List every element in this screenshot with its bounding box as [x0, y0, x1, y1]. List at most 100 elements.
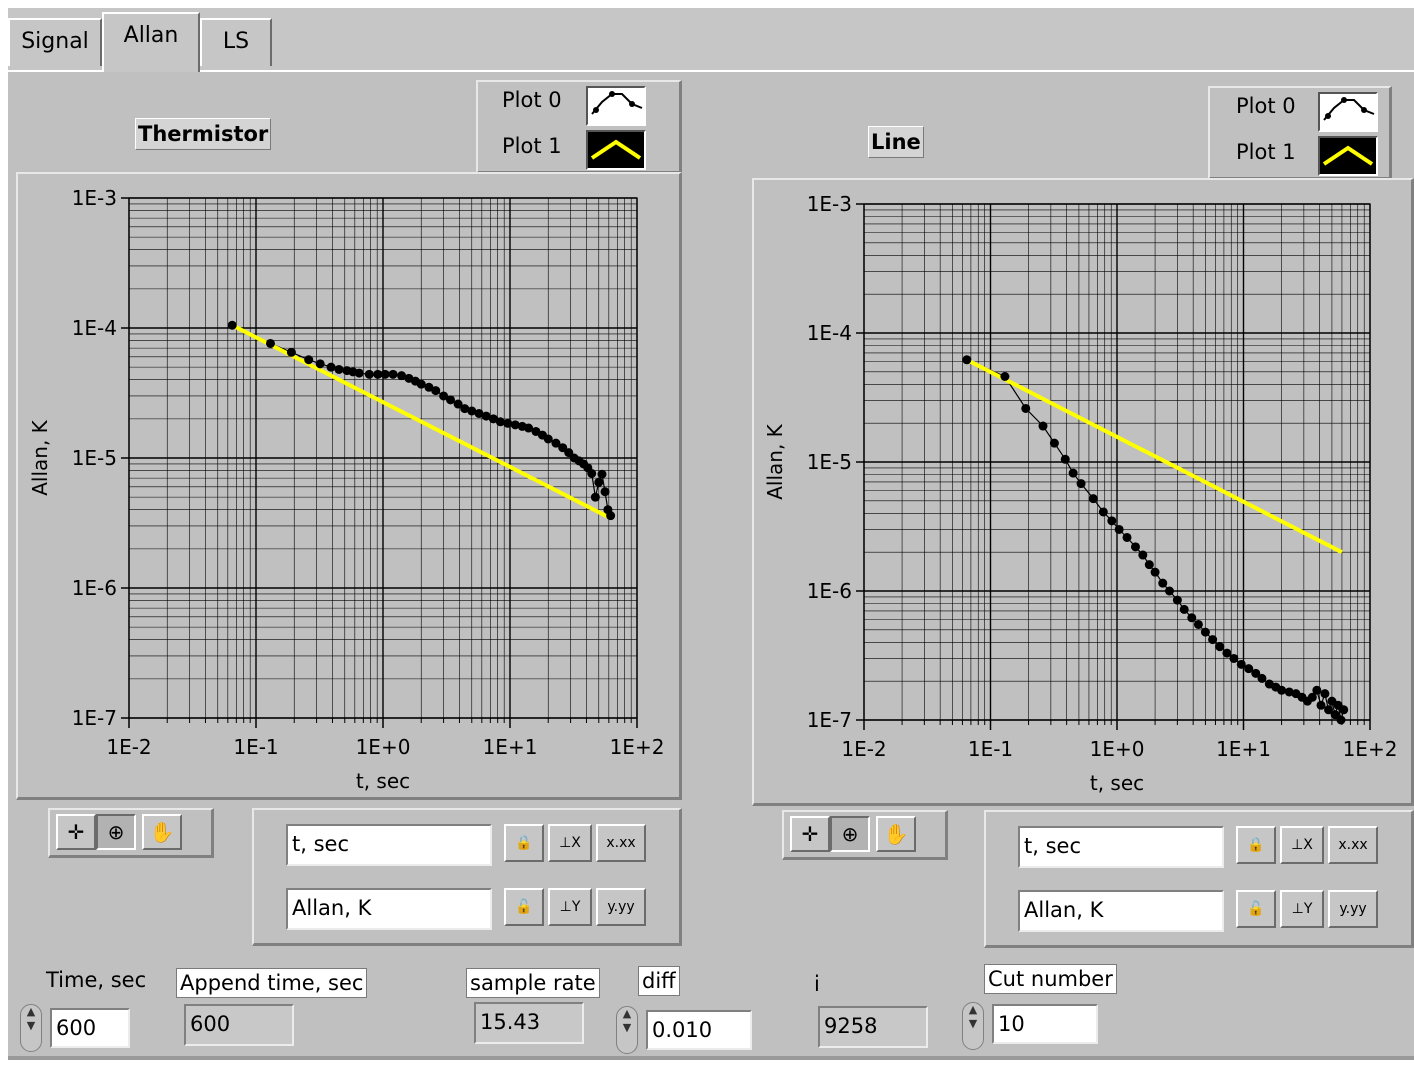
- legend-right: Plot 0 Plot 1: [1208, 86, 1392, 180]
- series-plot-0-point: [551, 438, 561, 448]
- x-scale-name-field[interactable]: t, sec: [286, 824, 492, 866]
- bottom-divider: [8, 1056, 1414, 1060]
- cut-number-input[interactable]: 10: [992, 1004, 1098, 1044]
- cut-number-spinner[interactable]: ▲ ▼: [962, 1002, 984, 1050]
- series-plot-0-point: [1088, 494, 1098, 504]
- series-plot-0-point: [1316, 700, 1326, 710]
- series-plot-0-point: [1122, 532, 1132, 542]
- y-format-button-right[interactable]: y.yy: [1328, 890, 1378, 928]
- cursor-tool-button-right[interactable]: ✛: [790, 816, 830, 852]
- x-scale-name-field-right[interactable]: t, sec: [1018, 826, 1224, 868]
- zoom-tool-button-right[interactable]: ⊕: [830, 816, 870, 852]
- series-plot-0-point: [503, 418, 513, 428]
- series-plot-0-point: [1172, 595, 1182, 605]
- x-autoscale-button-right[interactable]: ⊥X: [1280, 826, 1324, 864]
- series-plot-0-point: [543, 434, 553, 444]
- series-plot-0-point: [364, 369, 374, 379]
- x-tick-label: 1E-2: [841, 737, 886, 761]
- cursor-tool-button[interactable]: ✛: [56, 814, 96, 850]
- time-spinner[interactable]: ▲ ▼: [20, 1004, 42, 1052]
- x-tick-label: 1E+1: [483, 735, 538, 759]
- x-format-button-right[interactable]: x.xx: [1328, 826, 1378, 864]
- legend-right-plot1-swatch[interactable]: [1318, 136, 1378, 176]
- y-autoscale-button[interactable]: ⊥Y: [548, 888, 592, 926]
- series-plot-0-point: [227, 320, 237, 330]
- autoscale-x-icon: ⊥X: [1291, 837, 1313, 853]
- series-plot-0-point: [265, 338, 275, 348]
- series-plot-0-point: [334, 364, 344, 374]
- y-lock-button[interactable]: 🔓: [504, 888, 544, 926]
- series-plot-0-point: [481, 411, 491, 421]
- grid: [128, 197, 638, 719]
- legend-left-plot1-label: Plot 1: [502, 134, 562, 158]
- tab-allan[interactable]: Allan: [102, 12, 200, 72]
- series-plot-0-point: [397, 371, 407, 381]
- tab-strip: Signal Allan LS: [8, 8, 1414, 72]
- scale-legend-left: t, sec 🔒 ⊥X x.xx Allan, K 🔓 ⊥Y y.yy: [252, 808, 682, 946]
- y-autoscale-button-right[interactable]: ⊥Y: [1280, 890, 1324, 928]
- x-lock-button[interactable]: 🔒: [504, 824, 544, 862]
- i-indicator: 9258: [818, 1006, 928, 1048]
- tab-signal[interactable]: Signal: [8, 18, 102, 66]
- diff-spinner[interactable]: ▲ ▼: [616, 1006, 638, 1054]
- tab-divider: [8, 70, 1414, 72]
- hand-icon: ✋: [883, 822, 909, 846]
- append-time-label: Append time, sec: [176, 968, 368, 998]
- time-input[interactable]: 600: [50, 1008, 130, 1048]
- unlock-icon: 🔓: [515, 899, 533, 915]
- zoom-icon: ⊕: [107, 820, 125, 844]
- series-plot-0-point: [1330, 710, 1340, 720]
- legend-right-plot1-label: Plot 1: [1236, 140, 1296, 164]
- tab-ls[interactable]: LS: [200, 18, 272, 66]
- x-tick-label: 1E+2: [1343, 737, 1398, 761]
- scale-legend-right: t, sec 🔒 ⊥X x.xx Allan, K 🔓 ⊥Y y.yy: [984, 810, 1414, 948]
- series-plot-0-point: [460, 404, 470, 414]
- x-tick-label: 1E+2: [610, 735, 665, 759]
- series-plot-0-point: [1114, 524, 1124, 534]
- y-tick-label: 1E-6: [807, 579, 852, 603]
- series-plot-0-point: [1307, 692, 1317, 702]
- graph-line[interactable]: 1E-2 1E-1 1E+0 1E+1 1E+2 1E-3 1E-4 1E-5 1E-6 1E-7…: [754, 180, 1411, 803]
- autoscale-y-icon: ⊥Y: [1291, 901, 1313, 917]
- x-lock-button-right[interactable]: 🔒: [1236, 826, 1276, 864]
- series-plot-0-point: [1222, 648, 1232, 658]
- series-plot-0-point: [304, 355, 314, 365]
- series-plot-0-point: [495, 417, 505, 427]
- series-plot-0-point: [445, 395, 455, 405]
- y-lock-button-right[interactable]: 🔓: [1236, 890, 1276, 928]
- legend-left-plot0-swatch[interactable]: [586, 86, 646, 126]
- graph-palette-right: ✛ ⊕ ✋: [782, 810, 948, 860]
- pan-tool-button-right[interactable]: ✋: [876, 816, 916, 852]
- series-plot-0-point: [1229, 653, 1239, 663]
- x-tick-label: 1E-1: [968, 737, 1013, 761]
- series-plot-0-point: [380, 369, 390, 379]
- y-tick-label: 1E-4: [807, 321, 852, 345]
- y-tick-label: 1E-5: [807, 450, 852, 474]
- graph-thermistor[interactable]: 1E-2 1E-1 1E+0 1E+1 1E+2 1E-3 1E-4 1E-5 1E-6 1E-7…: [18, 174, 679, 797]
- series-plot-0-point: [1021, 403, 1031, 413]
- spin-arrows-icon: ▲ ▼: [968, 1003, 978, 1030]
- legend-left-plot1-swatch[interactable]: [586, 130, 646, 170]
- y-scale-name-field[interactable]: Allan, K: [286, 888, 492, 930]
- series-plot-0-point: [1164, 586, 1174, 596]
- x-format-button[interactable]: x.xx: [596, 824, 646, 862]
- legend-right-plot0-swatch[interactable]: [1318, 92, 1378, 132]
- append-time-indicator: 600: [184, 1004, 294, 1046]
- x-axis-label: t, sec: [356, 769, 410, 793]
- unlock-icon: 🔓: [1247, 901, 1265, 917]
- series-plot-0-point: [1076, 479, 1086, 489]
- x-autoscale-button[interactable]: ⊥X: [548, 824, 592, 862]
- i-label: i: [814, 972, 820, 996]
- y-format-button[interactable]: y.yy: [596, 888, 646, 926]
- y-scale-name-field-right[interactable]: Allan, K: [1018, 890, 1224, 932]
- zoom-tool-button[interactable]: ⊕: [96, 814, 136, 850]
- series-plot-0-point: [439, 391, 449, 401]
- labview-window: Signal Allan LS Thermistor Plot 0 Plot 1…: [8, 8, 1414, 1060]
- series-plot-0-point: [424, 382, 434, 392]
- diff-input[interactable]: 0.010: [646, 1010, 752, 1050]
- y-tick-label: 1E-4: [72, 316, 117, 340]
- series-plot-0-point: [1320, 689, 1330, 699]
- y-tick-label: 1E-6: [72, 576, 117, 600]
- pan-tool-button[interactable]: ✋: [142, 814, 182, 850]
- y-axis-label: Allan, K: [28, 419, 52, 495]
